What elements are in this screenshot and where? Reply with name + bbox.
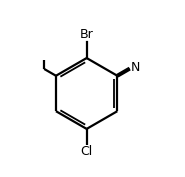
Text: Cl: Cl xyxy=(80,145,93,158)
Text: N: N xyxy=(131,61,140,74)
Text: Br: Br xyxy=(80,28,93,41)
